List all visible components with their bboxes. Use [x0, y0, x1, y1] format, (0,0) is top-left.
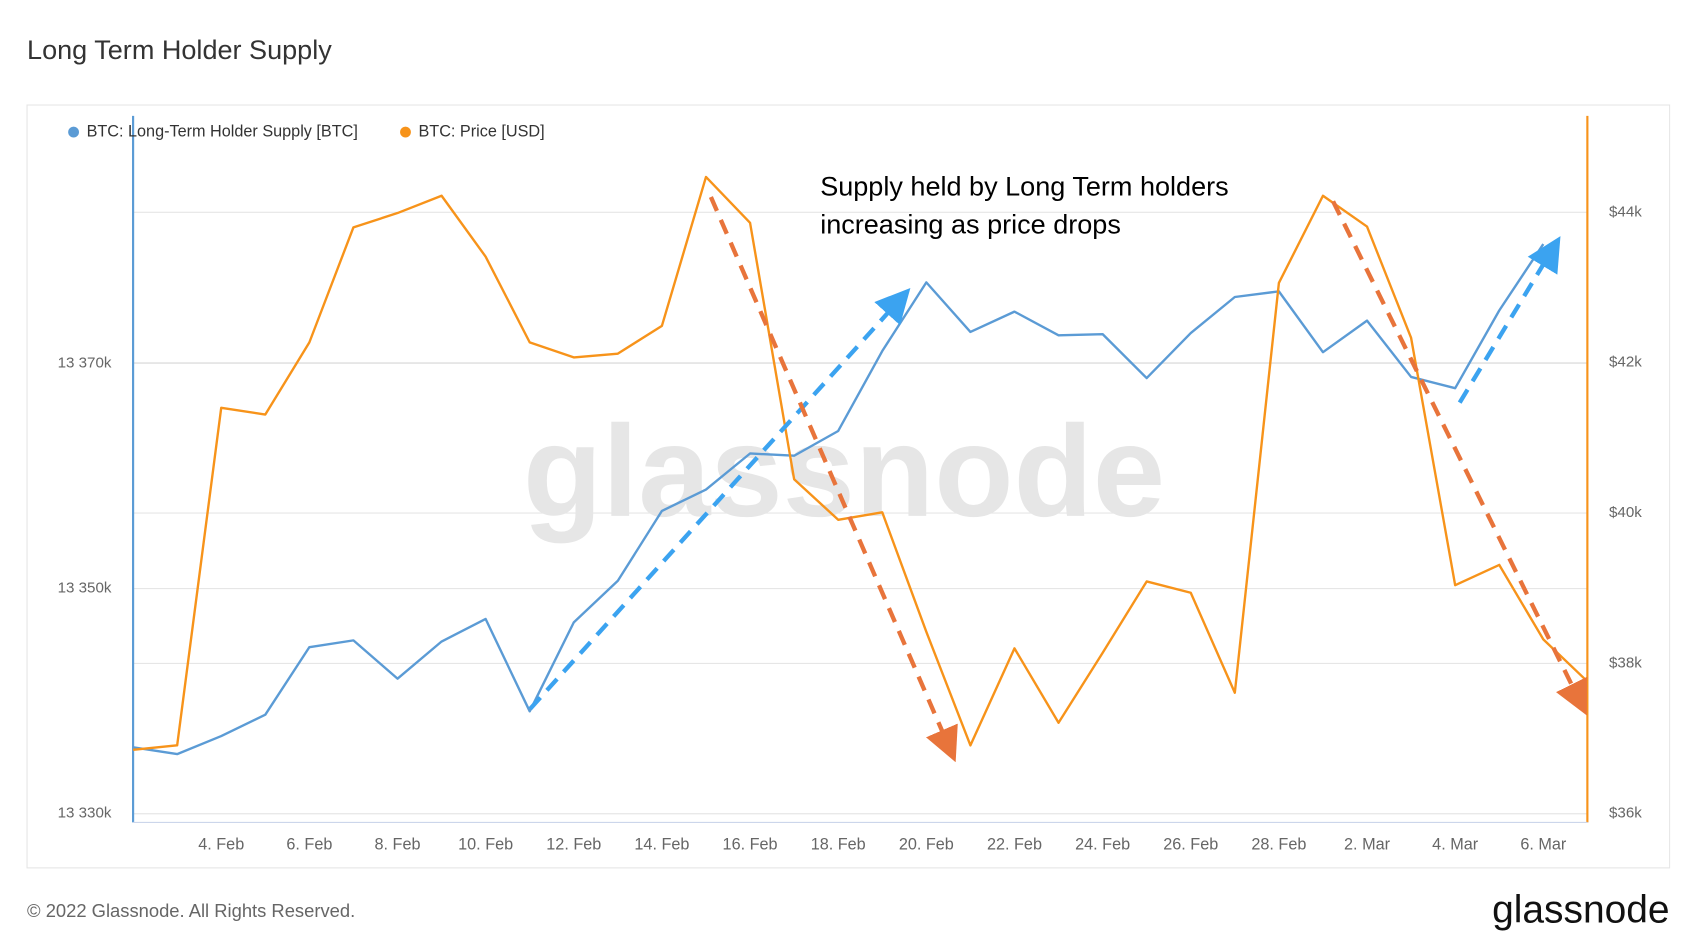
- legend-label: BTC: Price [USD]: [418, 122, 544, 140]
- y-tick-label: 13 370k: [58, 354, 112, 371]
- legend-label: BTC: Long-Term Holder Supply [BTC]: [87, 122, 358, 140]
- x-tick-label: 16. Feb: [723, 835, 778, 853]
- arrow: [1457, 236, 1561, 404]
- annotation: Supply held by Long Term holders: [820, 171, 1228, 201]
- chart-title: Long Term Holder Supply: [27, 35, 332, 65]
- x-tick-label: 22. Feb: [987, 835, 1042, 853]
- x-tick-label: 26. Feb: [1163, 835, 1218, 853]
- annotation: increasing as price drops: [820, 209, 1121, 239]
- legend-marker: [68, 126, 79, 138]
- arrows: [528, 196, 1588, 763]
- chart-frame: [26, 104, 1671, 869]
- x-tick-label: 18. Feb: [811, 835, 866, 853]
- y2-tick-label: $38k: [1609, 654, 1642, 671]
- arrow: [708, 196, 958, 763]
- y-tick-label: 13 350k: [58, 580, 112, 597]
- x-tick-label: 4. Mar: [1432, 835, 1479, 853]
- x-tick-label: 2. Mar: [1344, 835, 1391, 853]
- x-tick-label: 8. Feb: [375, 835, 421, 853]
- x-tick-label: 12. Feb: [546, 835, 601, 853]
- x-tick-label: 4. Feb: [198, 835, 244, 853]
- logo: glassnode: [1492, 889, 1670, 932]
- x-tick-label: 20. Feb: [899, 835, 954, 853]
- legend-marker: [400, 126, 411, 138]
- x-tick-label: 14. Feb: [634, 835, 689, 853]
- plot: 13 330k 13 350k 13 370k $36k $38k $40k $42k $44…: [58, 115, 1642, 853]
- series-line: [132, 243, 1545, 756]
- y2-tick-label: $42k: [1609, 354, 1642, 371]
- x-tick-label: 6. Mar: [1520, 835, 1567, 853]
- x-tick-label: 28. Feb: [1251, 835, 1306, 853]
- y2-tick-label: $36k: [1609, 805, 1642, 822]
- y-tick-label: 13 330k: [58, 805, 112, 822]
- x-tick-label: 10. Feb: [458, 835, 513, 853]
- y2-tick-label: $44k: [1609, 203, 1642, 220]
- arrow: [1331, 200, 1588, 716]
- y2-tick-label: $40k: [1609, 504, 1642, 521]
- series-line: [132, 175, 1589, 752]
- x-tick-label: 6. Feb: [286, 835, 332, 853]
- arrow: [528, 287, 911, 711]
- x-tick-label: 24. Feb: [1075, 835, 1130, 853]
- footer: © 2022 Glassnode. All Rights Reserved.: [27, 900, 355, 921]
